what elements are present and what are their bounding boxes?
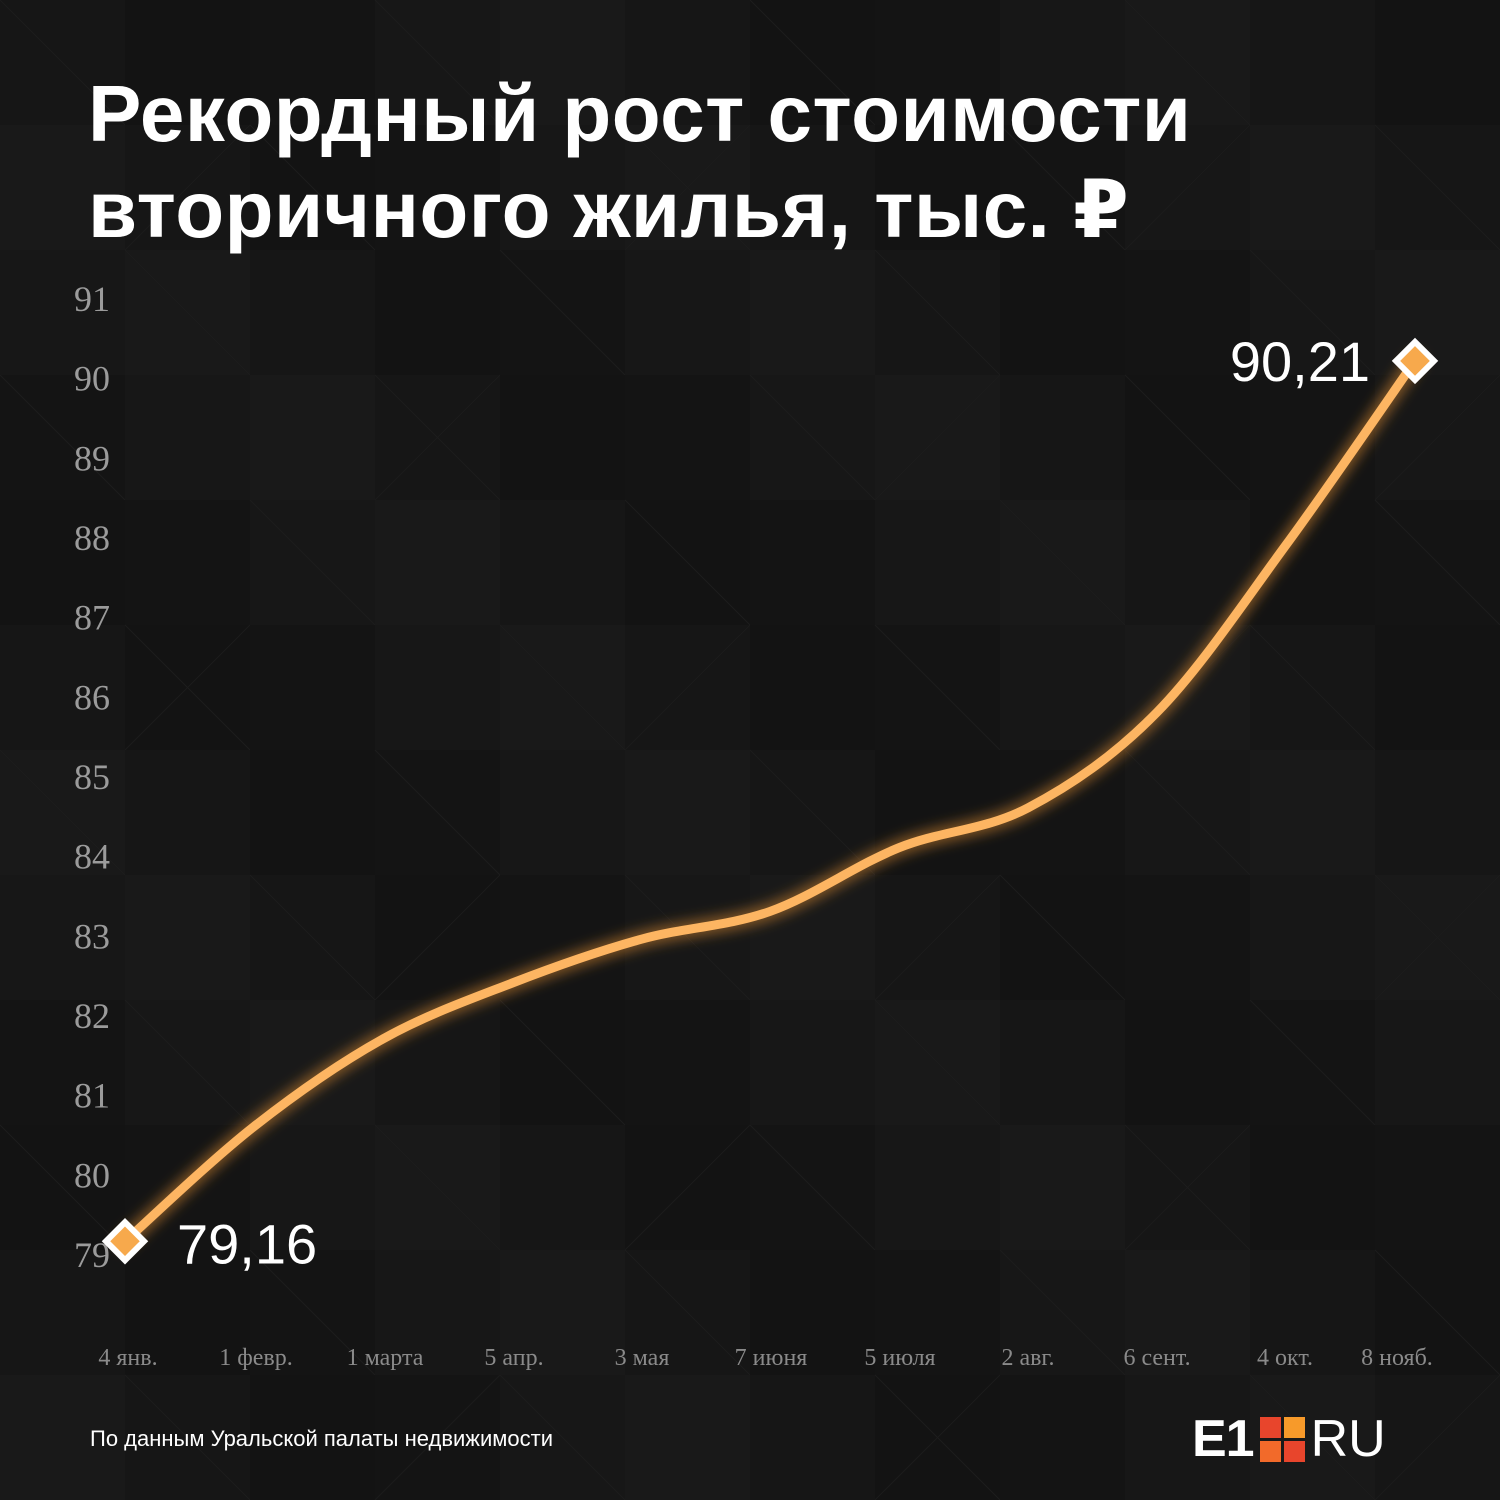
y-tick-label: 87 bbox=[74, 598, 110, 638]
logo-squares-icon bbox=[1259, 1416, 1305, 1462]
x-tick-label: 1 марта bbox=[347, 1345, 424, 1371]
y-tick-label: 86 bbox=[74, 677, 110, 717]
y-tick-label: 80 bbox=[74, 1155, 110, 1195]
x-tick-label: 5 апр. bbox=[484, 1345, 543, 1371]
x-tick-label: 5 июля bbox=[864, 1345, 935, 1371]
x-tick-label: 7 июня bbox=[735, 1345, 808, 1371]
markers-layer: 79,16 90,21 bbox=[101, 330, 1439, 1275]
x-tick-label: 4 янв. bbox=[98, 1345, 157, 1371]
logo-e1-text: E1 bbox=[1192, 1410, 1255, 1468]
y-tick-label: 91 bbox=[74, 279, 110, 319]
x-tick-label: 6 сент. bbox=[1123, 1345, 1190, 1371]
y-tick-label: 85 bbox=[74, 757, 110, 797]
y-tick-label: 84 bbox=[74, 837, 110, 877]
x-axis: 4 янв. 1 февр. 1 марта 5 апр. 3 мая 7 июня 5 и… bbox=[98, 1345, 1432, 1371]
chart-title-line-2: вторичного жилья, тыс. ₽ bbox=[88, 165, 1130, 254]
data-point-marker bbox=[101, 1218, 149, 1265]
y-tick-label: 90 bbox=[74, 359, 110, 399]
y-tick-label: 89 bbox=[74, 438, 110, 478]
y-tick-label: 88 bbox=[74, 518, 110, 558]
x-tick-label: 4 окт. bbox=[1257, 1345, 1313, 1371]
x-tick-label: 8 нояб. bbox=[1361, 1345, 1433, 1371]
y-tick-label: 81 bbox=[74, 1076, 110, 1116]
series-line-glow bbox=[116, 351, 1424, 1251]
chart-title: Рекордный рост стоимости вторичного жиль… bbox=[88, 66, 1418, 258]
x-tick-label: 2 авг. bbox=[1001, 1345, 1054, 1371]
e1-logo[interactable]: E1 RU bbox=[1192, 1410, 1386, 1468]
data-point-marker bbox=[1391, 337, 1439, 385]
series-layer bbox=[116, 351, 1424, 1251]
logo-ru-text: RU bbox=[1310, 1410, 1386, 1468]
x-tick-label: 1 февр. bbox=[219, 1345, 293, 1371]
data-point-label: 79,16 bbox=[177, 1212, 317, 1275]
y-tick-label: 83 bbox=[74, 916, 110, 956]
chart-title-line-1: Рекордный рост стоимости bbox=[88, 69, 1192, 158]
data-point-label: 90,21 bbox=[1230, 330, 1370, 393]
source-note: По данным Уральской палаты недвижимости bbox=[90, 1426, 554, 1451]
x-tick-label: 3 мая bbox=[615, 1345, 670, 1371]
series-line bbox=[120, 356, 1420, 1246]
y-tick-label: 82 bbox=[74, 996, 110, 1036]
